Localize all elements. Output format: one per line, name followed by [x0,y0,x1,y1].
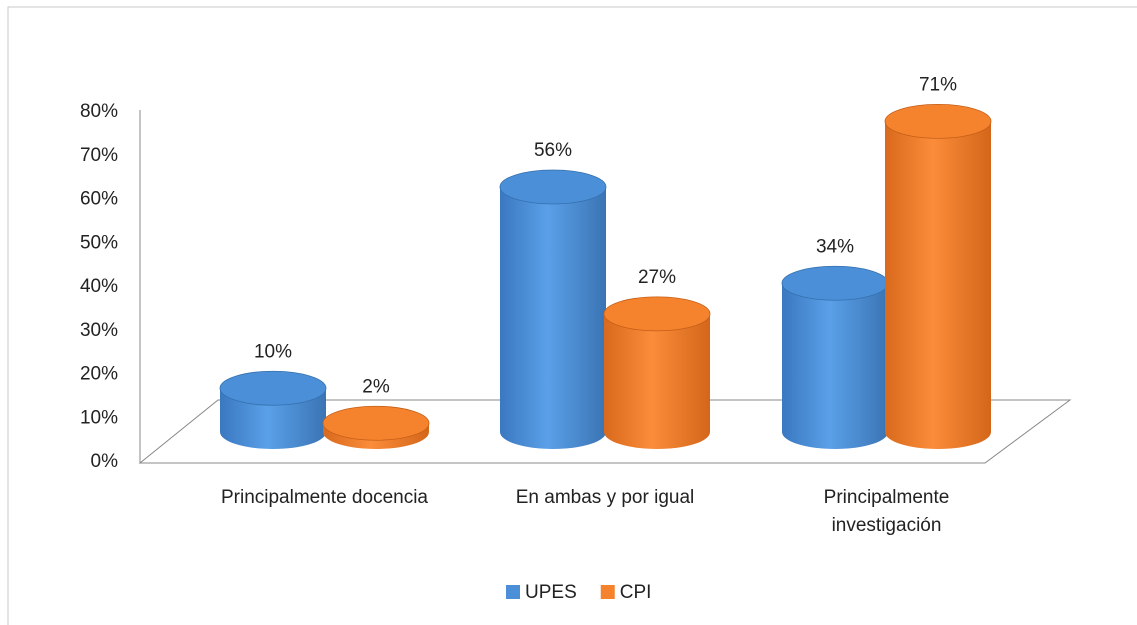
y-tick-label: 0% [91,451,119,472]
legend-swatch [600,585,615,599]
cylinder-top [219,370,327,406]
cylinder-body [220,388,326,449]
data-label: 27% [638,267,676,288]
data-label: 71% [919,74,957,95]
cylinder-body [500,187,606,449]
data-label: 10% [254,341,292,362]
data-label: 34% [816,236,854,257]
y-tick-label: 10% [80,407,118,428]
cylinder [884,103,992,449]
data-label: 2% [362,376,390,397]
cylinder-top [499,169,607,205]
cylinder [781,265,889,449]
cylinder-top [603,296,711,332]
cylinder-body [782,283,888,449]
y-tick-label: 30% [80,320,118,341]
chart-border [7,6,1137,625]
legend-label: UPES [525,582,577,603]
y-tick-label: 40% [80,276,118,297]
y-tick-label: 70% [80,145,118,166]
data-label: 56% [534,140,572,161]
y-tick-label: 60% [80,189,118,210]
cylinder-body [885,121,991,449]
cylinder [219,370,327,449]
cylinder-top [884,103,992,139]
x-tick-label: Principalmente docencia [220,487,428,508]
legend-swatch [506,585,520,599]
cylinder-top [322,405,430,441]
x-tick-label: En ambas y por igual [515,487,695,508]
x-tick-label: Principalmente investigación [823,487,950,536]
cylinder-top [781,265,889,301]
y-tick-label: 80% [80,101,118,122]
floor [138,399,1072,464]
cylinder [322,405,430,449]
y-tick-label: 50% [80,232,118,253]
cylinder-body [604,313,710,449]
y-tick-label: 20% [80,364,118,385]
legend-label: CPI [620,582,652,603]
cylinder [499,169,607,449]
cylinder [603,296,711,449]
